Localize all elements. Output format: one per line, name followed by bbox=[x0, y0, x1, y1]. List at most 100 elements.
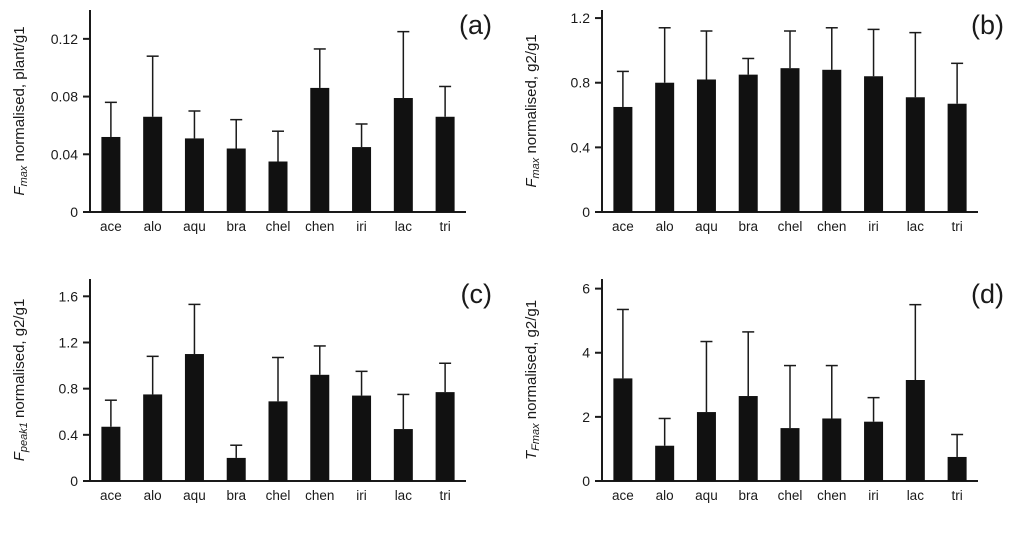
y-tick-label: 0.8 bbox=[59, 381, 79, 397]
x-tick-label: ace bbox=[100, 219, 122, 234]
y-tick-label: 2 bbox=[582, 409, 590, 425]
bar-chel bbox=[780, 428, 800, 481]
x-tick-label: tri bbox=[439, 219, 450, 234]
bar-chart-svg: 0 0.04 0.08 0.12 ace alo aqu bra chel chen iri lac t… bbox=[11, 10, 492, 234]
x-tick-label: chen bbox=[305, 488, 334, 503]
x-tick-label: alo bbox=[656, 219, 674, 234]
panel-label: (d) bbox=[971, 279, 1004, 309]
bar-chen bbox=[310, 87, 330, 212]
x-tick-label: bra bbox=[226, 488, 246, 503]
x-tick-label: tri bbox=[951, 488, 962, 503]
y-tick-label: 1.2 bbox=[571, 10, 591, 26]
bar-iri bbox=[864, 421, 884, 481]
x-tick-label: chen bbox=[305, 219, 334, 234]
x-tick-label: aqu bbox=[695, 219, 718, 234]
x-tick-label: chel bbox=[778, 488, 803, 503]
y-axis-label: Fmax normalised, plant/g1 bbox=[11, 26, 30, 195]
x-tick-label: aqu bbox=[183, 219, 206, 234]
x-tick-label: lac bbox=[907, 219, 925, 234]
bar-alo bbox=[655, 82, 675, 212]
y-axis-label: Fpeak1 normalised, g2/g1 bbox=[11, 299, 30, 462]
x-tick-label: chel bbox=[266, 219, 291, 234]
bar-chart-svg: 0 0.4 0.8 1.2 ace alo aqu bra chel chen iri lac tri F… bbox=[523, 10, 1004, 234]
y-axis-label: Fmax normalised, g2/g1 bbox=[523, 34, 542, 187]
y-tick-label: 4 bbox=[582, 345, 590, 361]
bar-chen bbox=[822, 69, 842, 213]
chart-panel-a: 0 0.04 0.08 0.12 ace alo aqu bra chel chen iri lac t… bbox=[0, 0, 512, 269]
bar-ace bbox=[101, 136, 121, 212]
y-tick-label: 0.4 bbox=[59, 427, 79, 443]
x-tick-label: alo bbox=[144, 488, 162, 503]
bar-lac bbox=[393, 98, 413, 212]
x-tick-label: chen bbox=[817, 219, 846, 234]
bar-chart-svg: 0 2 4 6 ace alo aqu bra chel chen iri lac tri TFmax n… bbox=[523, 279, 1004, 503]
x-tick-label: alo bbox=[144, 219, 162, 234]
bar-tri bbox=[947, 456, 967, 481]
bar-chen bbox=[822, 418, 842, 481]
bar-ace bbox=[613, 106, 633, 212]
bar-chel bbox=[268, 401, 288, 481]
y-tick-label: 1.6 bbox=[59, 288, 79, 304]
bar-bra bbox=[226, 457, 246, 481]
x-tick-label: lac bbox=[395, 488, 413, 503]
chart-panel-c: 0 0.4 0.8 1.2 1.6 ace alo aqu bra chel chen iri lac t… bbox=[0, 269, 512, 538]
bar-tri bbox=[435, 116, 455, 212]
x-tick-label: chel bbox=[266, 488, 291, 503]
y-tick-label: 0.8 bbox=[571, 75, 591, 91]
x-tick-label: iri bbox=[356, 488, 367, 503]
bar-tri bbox=[947, 103, 967, 212]
y-tick-label: 0.12 bbox=[51, 31, 78, 47]
x-tick-label: chel bbox=[778, 219, 803, 234]
bar-bra bbox=[738, 74, 758, 212]
bar-chen bbox=[310, 374, 330, 481]
y-tick-label: 0 bbox=[70, 473, 78, 489]
y-tick-label: 0.08 bbox=[51, 89, 78, 105]
x-tick-label: bra bbox=[738, 219, 758, 234]
x-tick-label: aqu bbox=[695, 488, 718, 503]
x-tick-label: alo bbox=[656, 488, 674, 503]
bar-iri bbox=[352, 147, 372, 212]
panel-label: (c) bbox=[461, 279, 492, 309]
x-tick-label: lac bbox=[907, 488, 925, 503]
y-tick-label: 0.4 bbox=[571, 139, 591, 155]
x-tick-label: iri bbox=[356, 219, 367, 234]
x-tick-label: ace bbox=[612, 219, 634, 234]
bar-ace bbox=[101, 426, 121, 481]
bar-bra bbox=[738, 396, 758, 481]
y-tick-label: 1.2 bbox=[59, 334, 79, 350]
x-tick-label: aqu bbox=[183, 488, 206, 503]
x-tick-label: iri bbox=[868, 219, 879, 234]
panel-label: (b) bbox=[971, 10, 1004, 40]
x-tick-label: ace bbox=[612, 488, 634, 503]
bar-aqu bbox=[184, 354, 204, 481]
y-tick-label: 6 bbox=[582, 281, 590, 297]
bar-alo bbox=[143, 116, 163, 212]
bar-iri bbox=[352, 395, 372, 481]
x-tick-label: bra bbox=[738, 488, 758, 503]
x-tick-label: iri bbox=[868, 488, 879, 503]
y-axis-label: TFmax normalised, g2/g1 bbox=[523, 300, 542, 460]
chart-panel-b: 0 0.4 0.8 1.2 ace alo aqu bra chel chen iri lac tri F… bbox=[512, 0, 1024, 269]
x-tick-label: ace bbox=[100, 488, 122, 503]
x-tick-label: tri bbox=[951, 219, 962, 234]
bar-lac bbox=[905, 380, 925, 481]
bar-tri bbox=[435, 392, 455, 481]
y-tick-label: 0 bbox=[582, 204, 590, 220]
x-tick-label: tri bbox=[439, 488, 450, 503]
x-tick-label: bra bbox=[226, 219, 246, 234]
bar-chart-svg: 0 0.4 0.8 1.2 1.6 ace alo aqu bra chel chen iri lac t… bbox=[11, 279, 492, 503]
bar-chel bbox=[780, 68, 800, 213]
bar-alo bbox=[655, 445, 675, 481]
bar-lac bbox=[905, 97, 925, 212]
bar-aqu bbox=[696, 412, 716, 481]
bar-iri bbox=[864, 76, 884, 212]
bar-bra bbox=[226, 148, 246, 212]
bar-alo bbox=[143, 394, 163, 481]
panel-label: (a) bbox=[459, 10, 492, 40]
bar-aqu bbox=[696, 79, 716, 212]
chart-panel-d: 0 2 4 6 ace alo aqu bra chel chen iri lac tri TFmax n… bbox=[512, 269, 1024, 538]
bar-ace bbox=[613, 378, 633, 481]
y-tick-label: 0.04 bbox=[51, 146, 78, 162]
y-tick-label: 0 bbox=[582, 473, 590, 489]
